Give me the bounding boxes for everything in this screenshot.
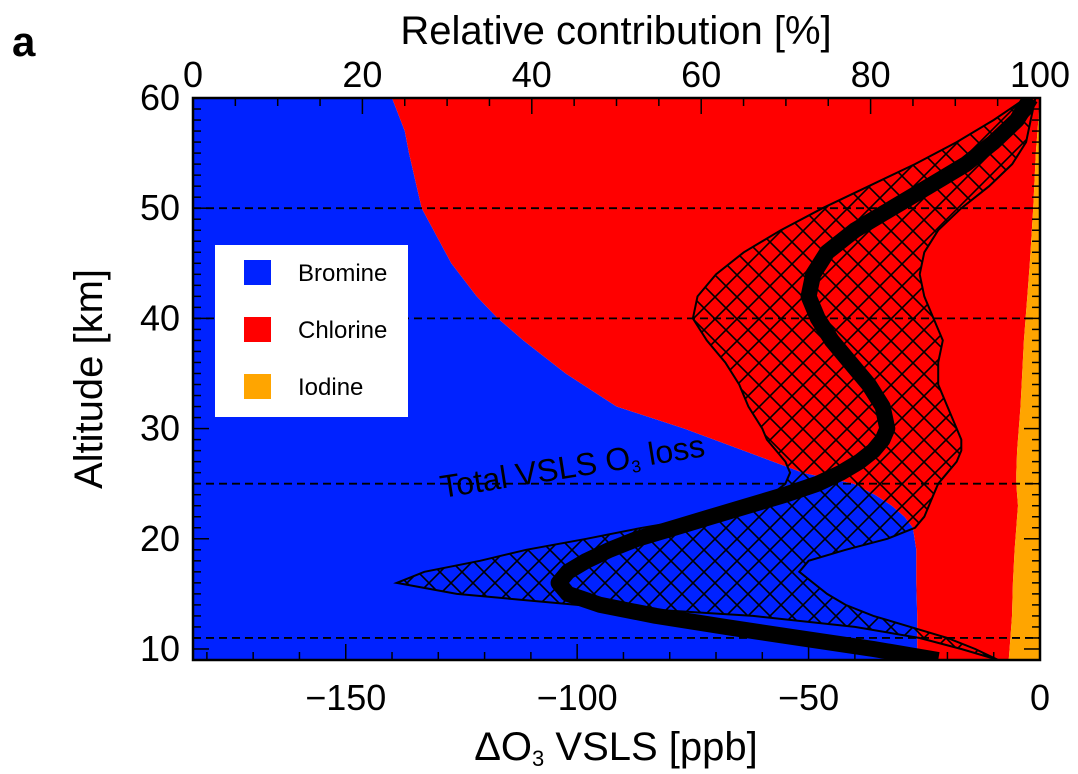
bottom-axis-title: ΔO3 VSLS [ppb] bbox=[474, 725, 758, 771]
area-iodine bbox=[1008, 98, 1040, 660]
legend-swatch-chlorine bbox=[244, 317, 271, 342]
legend-label-bromine: Bromine bbox=[298, 260, 387, 287]
bottom-tick-label: 0 bbox=[1030, 677, 1050, 718]
delta-symbol: Δ bbox=[474, 725, 501, 769]
top-axis-title: Relative contribution [%] bbox=[400, 9, 831, 53]
legend: Bromine Chlorine Iodine bbox=[215, 245, 408, 417]
legend-label-chlorine: Chlorine bbox=[298, 317, 387, 344]
top-tick-labels: 0 20 40 60 80 100 bbox=[183, 54, 1070, 95]
bottom-tick-label: −50 bbox=[778, 677, 839, 718]
bottom-tick-labels: −150 −100 −50 0 bbox=[305, 677, 1050, 718]
panel-label: a bbox=[12, 18, 36, 65]
y-tick-label: 10 bbox=[140, 628, 180, 669]
ozone-symbol: O bbox=[501, 725, 532, 769]
legend-label-iodine: Iodine bbox=[298, 374, 363, 401]
y-tick-labels: 10 20 30 40 50 60 bbox=[140, 77, 180, 669]
bottom-tick-label: −100 bbox=[537, 677, 618, 718]
y-axis-title: Altitude [km] bbox=[67, 269, 111, 489]
top-tick-label: 80 bbox=[851, 54, 891, 95]
top-tick-label: 100 bbox=[1010, 54, 1070, 95]
legend-swatch-iodine bbox=[244, 374, 271, 399]
y-tick-label: 50 bbox=[140, 187, 180, 228]
y-tick-label: 20 bbox=[140, 518, 180, 559]
bottom-tick-label: −150 bbox=[305, 677, 386, 718]
y-tick-label: 30 bbox=[140, 408, 180, 449]
top-tick-label: 0 bbox=[183, 54, 203, 95]
legend-swatch-bromine bbox=[244, 260, 271, 285]
top-tick-label: 40 bbox=[512, 54, 552, 95]
total-loss-line bbox=[550, 98, 1038, 660]
y-tick-label: 40 bbox=[140, 297, 180, 338]
loss-annotation-subscript: 3 bbox=[630, 457, 642, 477]
top-tick-label: 60 bbox=[681, 54, 721, 95]
top-tick-label: 20 bbox=[342, 54, 382, 95]
bottom-axis-title-rest: VSLS [ppb] bbox=[544, 725, 757, 769]
ozone-subscript: 3 bbox=[532, 746, 544, 771]
y-tick-label: 60 bbox=[140, 77, 180, 118]
plot-area bbox=[193, 98, 1040, 660]
axis-ticks bbox=[192, 97, 1041, 661]
